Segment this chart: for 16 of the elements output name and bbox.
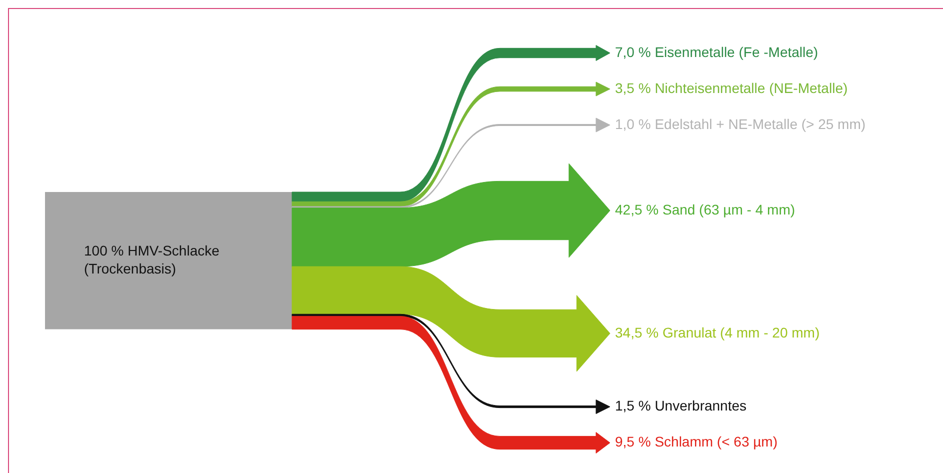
data-label: 7,0 % — [615, 44, 651, 60]
category-label: Nichteisenmetalle (NE-Metalle) — [654, 80, 848, 96]
data-label: 3,5 % — [615, 80, 651, 96]
data-label: 1,0 % — [615, 116, 651, 132]
category-label: Sand (63 µm - 4 mm) — [662, 201, 796, 218]
data-label: 9,5 % — [615, 434, 651, 450]
category-label: Granulat (4 mm - 20 mm) — [662, 324, 820, 340]
text: (Trockenbasis) — [84, 260, 176, 277]
category-label: Schlamm (< 63 µm) — [654, 434, 778, 450]
data-label: 1,5 % — [615, 398, 651, 414]
category-label: Edelstahl + NE-Metalle (> 25 mm) — [654, 116, 866, 132]
data-label: 42,5 % — [615, 201, 659, 218]
category-label: Unverbranntes — [654, 398, 747, 414]
text: 100 % HMV-Schlacke — [84, 242, 220, 259]
data-label: 34,5 % — [615, 324, 659, 340]
category-label: Eisenmetalle (Fe -Metalle) — [654, 44, 818, 60]
